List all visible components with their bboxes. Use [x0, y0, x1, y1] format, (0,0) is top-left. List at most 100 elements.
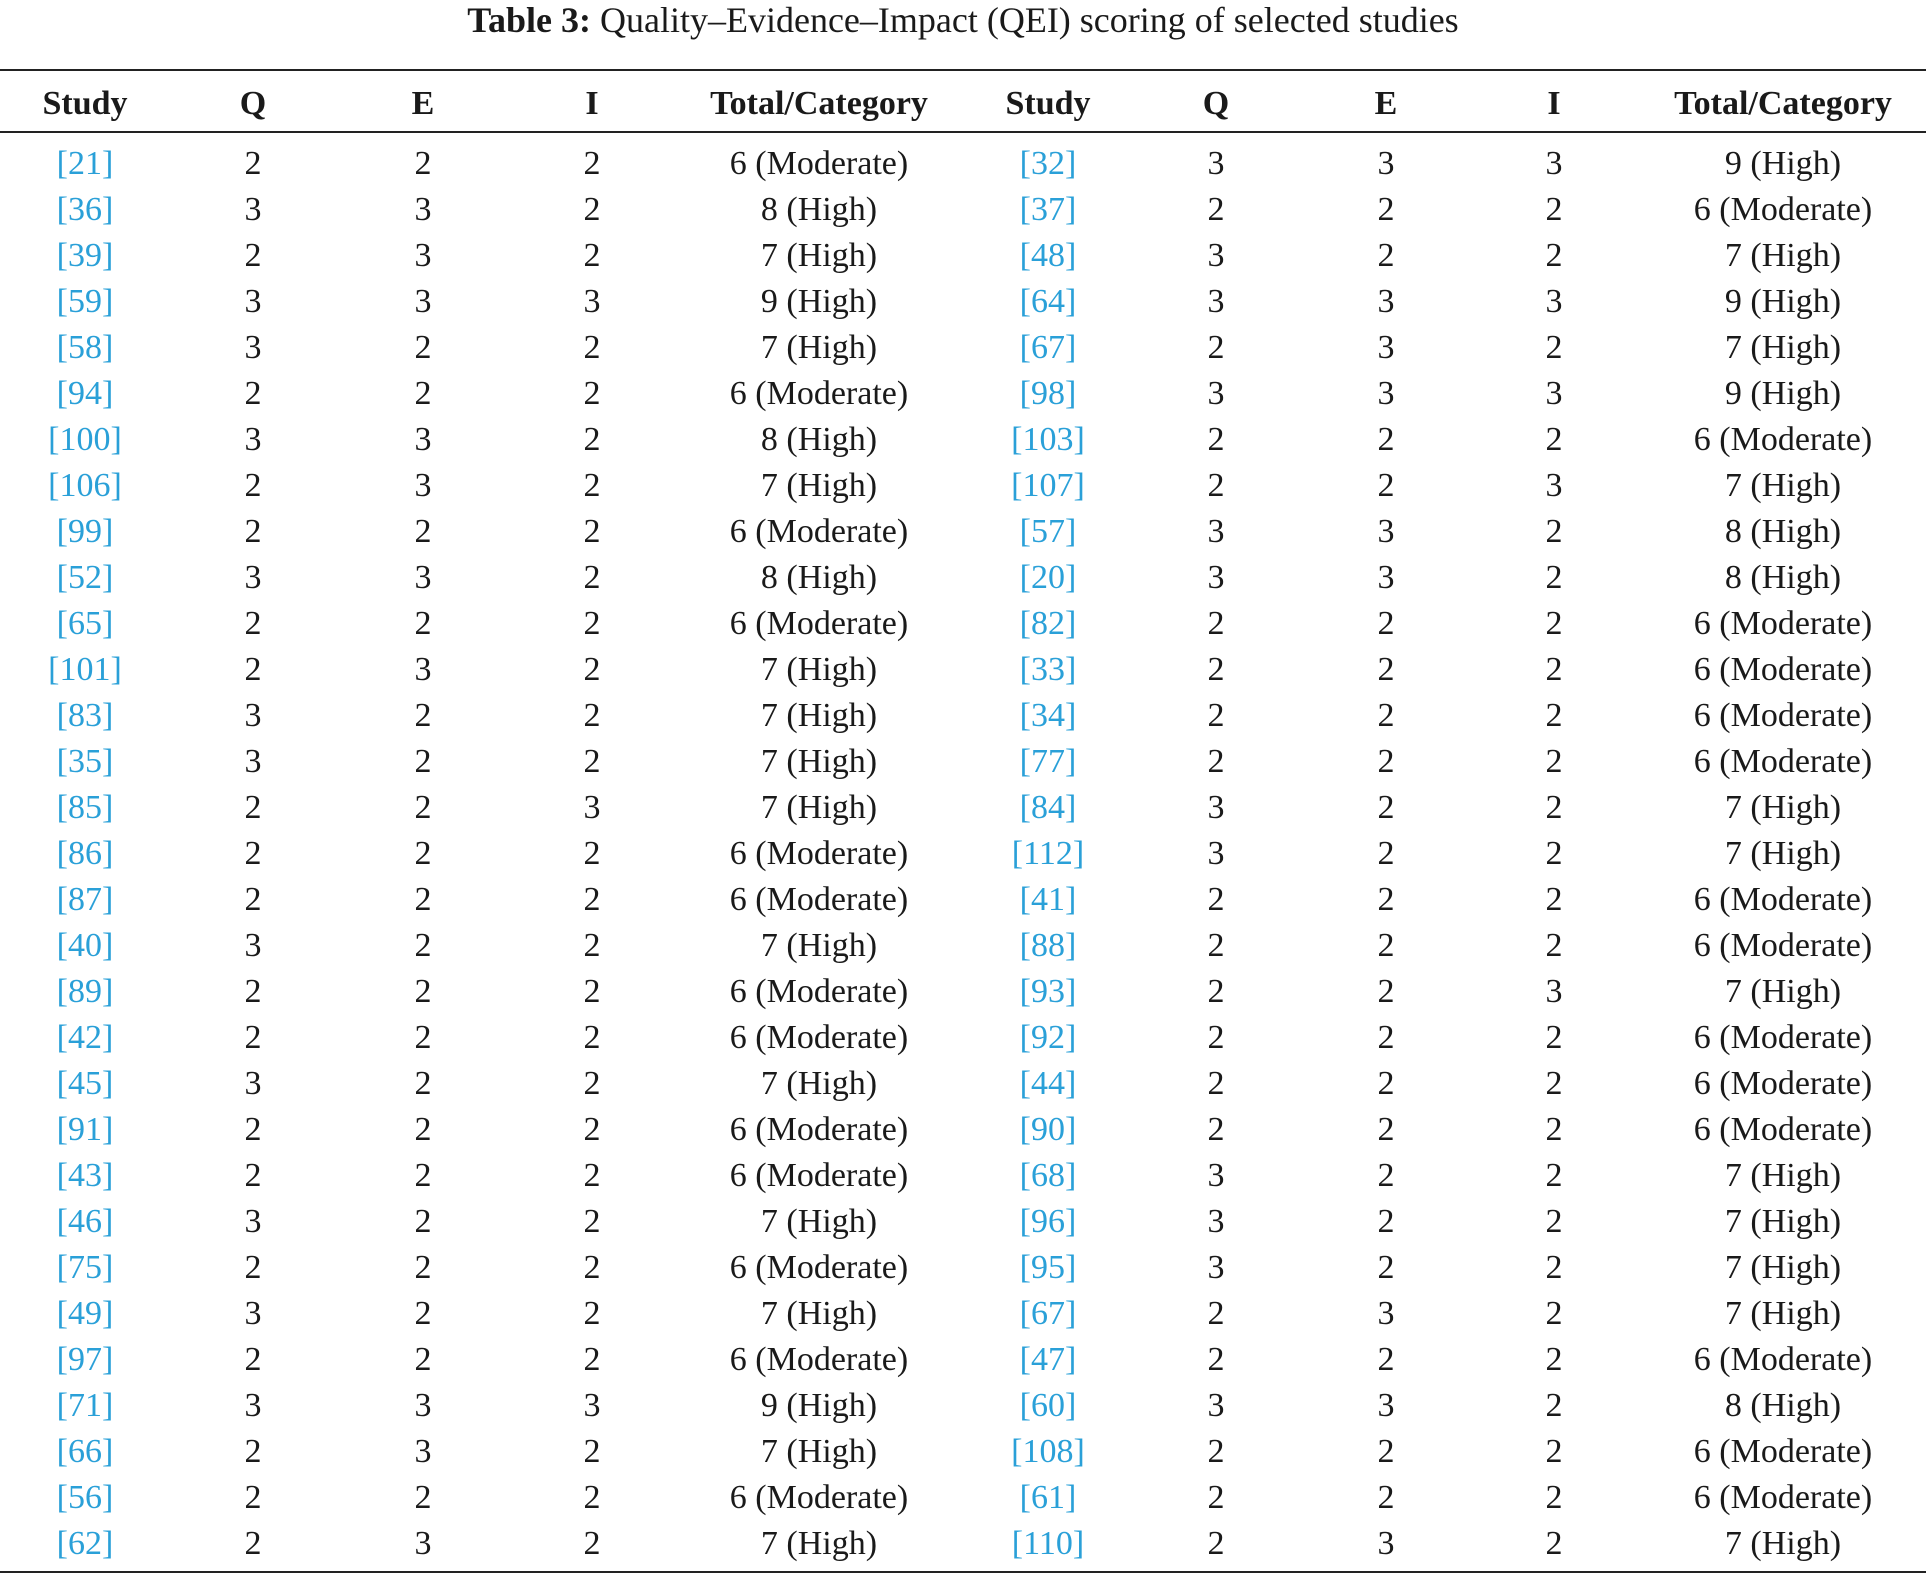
table-cell: 2 [1377, 191, 1395, 228]
table-cell: 7 (High) [760, 1295, 878, 1332]
table-cell: 2 [1377, 697, 1395, 734]
table-cell: 6 (Moderate) [1693, 605, 1873, 642]
caption-label: Table 3: [467, 0, 591, 40]
table-cell: 2 [1545, 651, 1563, 688]
table-cell: 3 [244, 283, 262, 320]
table-cell: 2 [244, 145, 262, 182]
table-cell: 2 [244, 1525, 262, 1562]
table-cell: 8 (High) [1724, 559, 1842, 596]
table-cell: 2 [1377, 927, 1395, 964]
table-cell: 3 [1377, 1525, 1395, 1562]
table-cell: 2 [1545, 789, 1563, 826]
table-cell: 7 (High) [760, 237, 878, 274]
study-ref: [20] [1019, 559, 1077, 596]
table-cell: 3 [244, 559, 262, 596]
study-ref: [88] [1019, 927, 1077, 964]
table-cell: 2 [244, 375, 262, 412]
table-cell: 7 (High) [1724, 1525, 1842, 1562]
table-cell: 2 [244, 467, 262, 504]
table-cell: 2 [583, 1249, 601, 1286]
study-ref: [59] [56, 283, 114, 320]
study-ref: [100] [48, 421, 122, 458]
study-ref: [71] [56, 1387, 114, 1424]
table-cell: 6 (Moderate) [729, 1341, 909, 1378]
study-ref: [112] [1011, 835, 1085, 872]
table-cell: 7 (High) [1724, 1249, 1842, 1286]
study-ref: [99] [56, 513, 114, 550]
study-ref: [68] [1019, 1157, 1077, 1194]
table-cell: 7 (High) [1724, 789, 1842, 826]
table-cell: 8 (High) [1724, 513, 1842, 550]
table-cell: 2 [1377, 1065, 1395, 1102]
table-cell: 3 [244, 697, 262, 734]
table-cell: 2 [583, 421, 601, 458]
table-cell: 2 [1207, 329, 1225, 366]
table-cell: 2 [1207, 697, 1225, 734]
column-header: E [411, 85, 435, 122]
study-ref: [56] [56, 1479, 114, 1516]
study-ref: [107] [1011, 467, 1085, 504]
table-cell: 2 [583, 1479, 601, 1516]
table-cell: 3 [1545, 973, 1563, 1010]
table-cell: 6 (Moderate) [729, 973, 909, 1010]
header-rule [0, 131, 1926, 133]
study-ref: [62] [56, 1525, 114, 1562]
table-cell: 3 [1545, 283, 1563, 320]
table-cell: 2 [414, 973, 432, 1010]
table-cell: 2 [414, 1341, 432, 1378]
table-cell: 2 [583, 467, 601, 504]
table-cell: 2 [1377, 881, 1395, 918]
table-cell: 2 [1545, 1433, 1563, 1470]
table-cell: 2 [414, 1203, 432, 1240]
table-cell: 6 (Moderate) [1693, 927, 1873, 964]
table-cell: 3 [414, 559, 432, 596]
table-cell: 3 [414, 1387, 432, 1424]
table-cell: 3 [414, 191, 432, 228]
table-cell: 2 [1207, 605, 1225, 642]
table-cell: 2 [414, 145, 432, 182]
table-cell: 7 (High) [1724, 835, 1842, 872]
table-cell: 2 [1545, 329, 1563, 366]
study-ref: [67] [1019, 329, 1077, 366]
table-cell: 2 [1207, 467, 1225, 504]
table-cell: 2 [1545, 513, 1563, 550]
table-cell: 2 [1207, 421, 1225, 458]
table-cell: 3 [1207, 1203, 1225, 1240]
table-cell: 2 [414, 1065, 432, 1102]
table-cell: 3 [1207, 1249, 1225, 1286]
study-ref: [45] [56, 1065, 114, 1102]
study-ref: [49] [56, 1295, 114, 1332]
table-cell: 9 (High) [1724, 375, 1842, 412]
table-cell: 3 [1207, 145, 1225, 182]
table-cell: 2 [244, 1433, 262, 1470]
table-cell: 6 (Moderate) [1693, 651, 1873, 688]
table-cell: 2 [1207, 1295, 1225, 1332]
column-header: I [1547, 85, 1561, 122]
table-cell: 3 [244, 329, 262, 366]
table-cell: 2 [244, 973, 262, 1010]
table-cell: 2 [1377, 1203, 1395, 1240]
study-ref: [61] [1019, 1479, 1077, 1516]
study-ref: [43] [56, 1157, 114, 1194]
column-header: Study [42, 85, 128, 122]
table-cell: 2 [583, 927, 601, 964]
table-cell: 2 [583, 1019, 601, 1056]
table-cell: 2 [1377, 1111, 1395, 1148]
table-cell: 7 (High) [760, 927, 878, 964]
table-cell: 2 [1377, 1249, 1395, 1286]
study-ref: [37] [1019, 191, 1077, 228]
table-cell: 2 [244, 651, 262, 688]
table-cell: 3 [1207, 513, 1225, 550]
study-ref: [86] [56, 835, 114, 872]
study-ref: [77] [1019, 743, 1077, 780]
table-cell: 2 [583, 743, 601, 780]
table-cell: 2 [1207, 1019, 1225, 1056]
table-cell: 2 [1377, 1019, 1395, 1056]
table-cell: 2 [1545, 1157, 1563, 1194]
study-ref: [39] [56, 237, 114, 274]
study-ref: [40] [56, 927, 114, 964]
table-cell: 3 [1377, 283, 1395, 320]
table-cell: 2 [244, 1341, 262, 1378]
table-cell: 2 [583, 605, 601, 642]
study-ref: [98] [1019, 375, 1077, 412]
